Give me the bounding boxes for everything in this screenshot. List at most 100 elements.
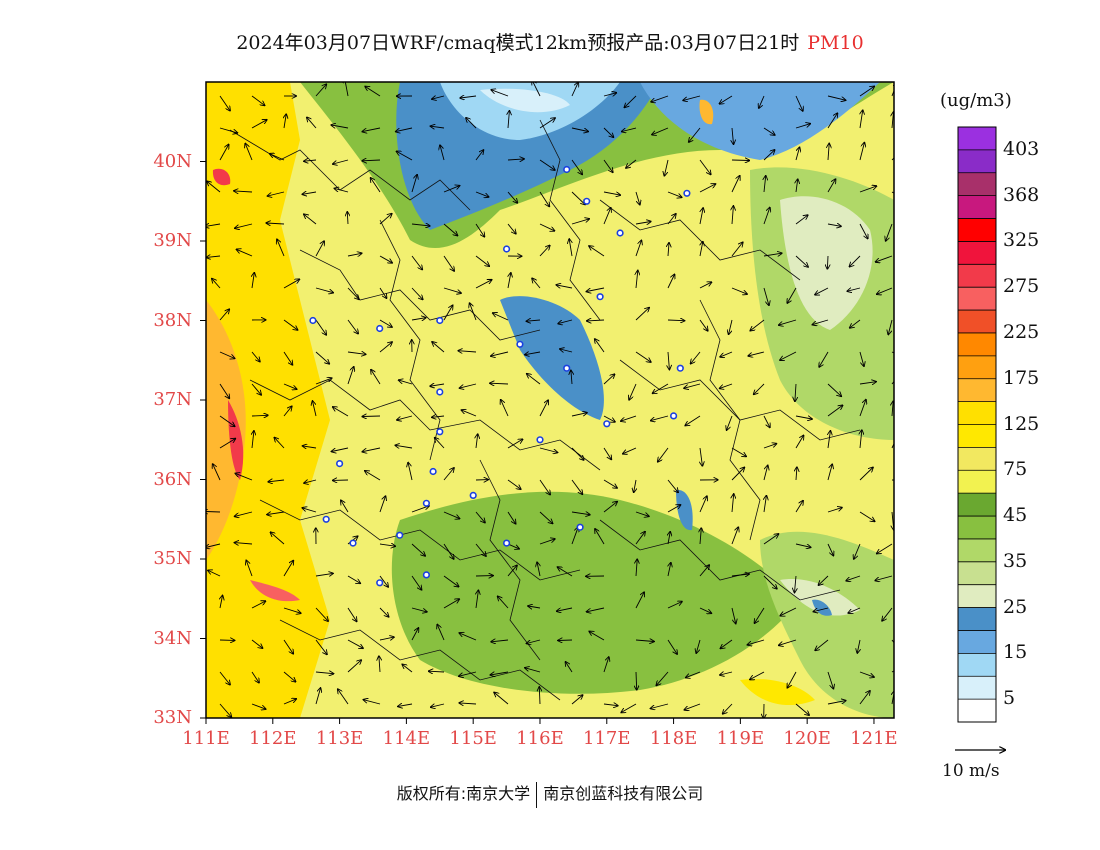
wind-arrow (891, 83, 894, 97)
wind-arrow (411, 506, 429, 513)
colorbar-label: 125 (1003, 412, 1040, 435)
wind-arrow (891, 442, 894, 449)
wind-arrow (219, 309, 229, 321)
wind-arrow (476, 590, 478, 609)
wind-arrow (848, 607, 861, 613)
wind-arrow (371, 370, 381, 385)
station-marker (503, 539, 511, 547)
station-marker (396, 531, 404, 539)
wind-arrow (304, 480, 317, 483)
wind-arrow (207, 181, 221, 193)
wind-arrow (539, 479, 550, 495)
wind-arrow (234, 191, 253, 192)
wind-arrow (266, 223, 285, 224)
wind-arrow (699, 159, 711, 174)
wind-arrow (571, 371, 572, 385)
wind-arrow (566, 662, 573, 673)
wind-arrow (507, 191, 517, 203)
wind-arrow (315, 319, 326, 335)
wind-arrow (795, 416, 812, 419)
wind-arrow (379, 607, 389, 617)
wind-arrow (795, 575, 797, 592)
colorbar-label: 15 (1003, 641, 1028, 664)
wind-arrow (443, 599, 459, 609)
copyright-footer: 版权所有:南京大学 南京创蓝科技有限公司 (0, 780, 1100, 808)
wind-arrow (315, 607, 328, 621)
wind-arrow (443, 305, 453, 321)
wind-arrow (332, 447, 349, 452)
wind-arrow (846, 575, 861, 581)
wind-arrow (860, 110, 863, 129)
lon-label: 121E (850, 728, 898, 749)
wind-arrow (459, 703, 477, 704)
wind-arrow (397, 151, 413, 161)
wind-arrow (408, 463, 413, 481)
colorbar-swatch (958, 538, 996, 563)
wind-arrow (691, 351, 701, 364)
wind-arrow (268, 480, 285, 482)
wind-arrow (440, 145, 445, 161)
colorbar-swatch (958, 127, 996, 151)
wind-arrow (431, 704, 445, 707)
colorbar-label: 75 (1003, 458, 1028, 481)
wind-arrow (443, 287, 461, 293)
wind-arrow (859, 143, 864, 161)
wind-arrow (302, 508, 317, 513)
wind-arrow (859, 691, 870, 705)
wind-arrow (271, 532, 285, 545)
wind-arrow (859, 382, 876, 384)
wind-arrow (668, 532, 670, 545)
wind-arrow (402, 664, 413, 673)
wind-arrow (795, 703, 809, 715)
wind-arrow (847, 288, 861, 291)
wind-arrow (475, 511, 485, 523)
station-marker (469, 491, 477, 500)
wind-arrow (727, 415, 733, 430)
colorbar-swatch (958, 195, 996, 219)
colorbar-swatch (958, 149, 996, 174)
wind-arrow (283, 319, 298, 330)
wind-reference-label: 10 m/s (942, 761, 1000, 781)
wind-arrow (595, 339, 605, 353)
boundary-lines (229, 119, 861, 701)
wind-arrow (720, 383, 733, 388)
wind-arrow (443, 186, 460, 193)
colorbar-swatch (958, 516, 996, 540)
wind-arrow (283, 406, 292, 417)
wind-arrow (664, 159, 669, 176)
wind-arrow (347, 319, 358, 334)
wind-arrow (634, 479, 636, 492)
wind-arrow (699, 319, 708, 331)
wind-arrow (763, 150, 775, 161)
wind-arrow (213, 464, 221, 481)
wind-arrow (219, 351, 235, 358)
station-marker (516, 340, 524, 348)
wind-arrow (525, 668, 541, 673)
wind-arrow (333, 159, 349, 164)
wind-arrow (525, 352, 541, 355)
wind-arrow (571, 82, 578, 97)
wind-arrow (219, 127, 237, 133)
wind-arrow (668, 351, 669, 369)
wind-arrow (635, 592, 644, 609)
wind-arrow (795, 124, 810, 129)
wind-arrow (763, 127, 775, 135)
wind-arrow (859, 400, 866, 417)
station-marker (436, 316, 444, 325)
wind-arrow (539, 687, 540, 705)
wind-arrow (699, 565, 709, 577)
station-marker (322, 515, 330, 523)
wind-arrow (508, 111, 509, 129)
wind-arrow (888, 319, 893, 334)
wind-arrow (700, 447, 702, 466)
wind-arrow (556, 285, 573, 289)
wind-arrow (507, 479, 521, 489)
station-marker (603, 420, 611, 428)
station-marker (669, 412, 678, 420)
wind-arrow (494, 693, 509, 705)
wind-arrow (315, 688, 321, 705)
wind-arrow (252, 431, 254, 449)
colorbar-swatch (958, 378, 996, 402)
wind-arrow (731, 242, 743, 257)
wind-arrow (507, 223, 516, 234)
